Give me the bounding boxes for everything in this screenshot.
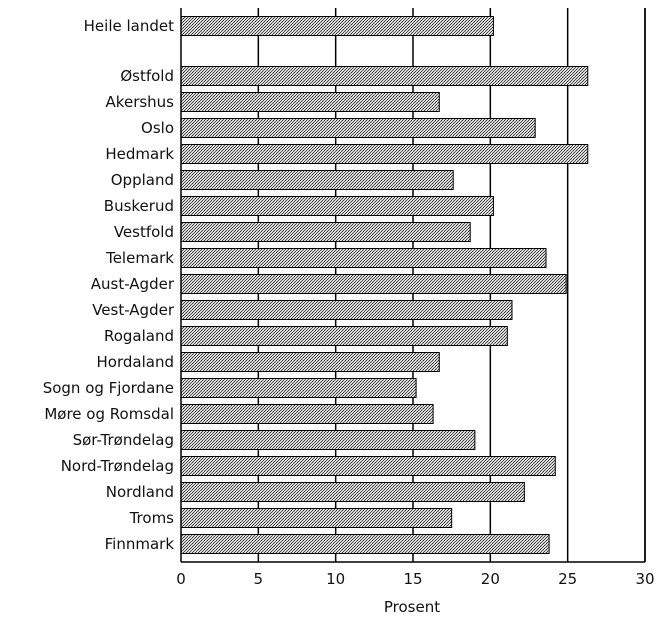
category-label: Rogaland (104, 327, 174, 345)
category-label: Sør-Trøndelag (73, 431, 174, 449)
bar-heile-landet (180, 16, 494, 36)
bars (180, 16, 589, 554)
category-label: Østfold (120, 67, 174, 85)
x-tick-label-15: 15 (403, 570, 422, 588)
category-label: Vest-Agder (92, 301, 175, 319)
bar-møre-og-romsdal (180, 404, 434, 424)
x-tick-label-0: 0 (176, 570, 186, 588)
x-tick-label-10: 10 (326, 570, 345, 588)
x-axis-label: Prosent (384, 598, 440, 616)
bar-sogn-og-fjordane (180, 378, 417, 398)
category-label: Sogn og Fjordane (43, 379, 174, 397)
x-tick-label-20: 20 (481, 570, 500, 588)
bar-østfold (180, 66, 589, 86)
x-tick-label-25: 25 (558, 570, 577, 588)
category-label: Akershus (106, 93, 175, 111)
category-label: Hordaland (97, 353, 174, 371)
bar-oppland (180, 170, 454, 190)
bar-sør-trøndelag (180, 430, 476, 450)
x-tick-label-5: 5 (254, 570, 264, 588)
bar-vest-agder (180, 300, 513, 320)
category-labels: Heile landet Østfold Akershus Oslo Hedmark Op… (43, 17, 175, 553)
x-tick-label-30: 30 (635, 570, 654, 588)
category-label: Aust-Agder (91, 275, 175, 293)
x-tick-labels: 0 5 10 15 20 25 30 (176, 570, 654, 588)
category-label: Nord-Trøndelag (61, 457, 174, 475)
bar-oslo (180, 118, 536, 138)
bar-aust-agder (180, 274, 567, 294)
category-label: Finnmark (105, 535, 175, 553)
bar-nordland (180, 482, 525, 502)
bar-finnmark (180, 534, 550, 554)
bar-buskerud (180, 196, 494, 216)
bar-hordaland (180, 352, 440, 372)
bar-hedmark (180, 144, 589, 164)
bar-vestfold (180, 222, 471, 242)
category-label: Troms (129, 509, 175, 527)
bar-nord-trøndelag (180, 456, 556, 476)
category-label: Oppland (111, 171, 174, 189)
category-label: Hedmark (105, 145, 174, 163)
bar-troms (180, 508, 453, 528)
category-label: Heile landet (84, 17, 174, 35)
plot-frame (180, 8, 646, 563)
bar-akershus (180, 92, 440, 112)
category-label: Vestfold (114, 223, 174, 241)
bar-rogaland (180, 326, 508, 346)
category-label: Møre og Romsdal (44, 405, 174, 423)
category-label: Nordland (106, 483, 174, 501)
category-label: Telemark (105, 249, 174, 267)
category-label: Buskerud (104, 197, 174, 215)
bar-telemark (180, 248, 547, 268)
category-label: Oslo (141, 119, 174, 137)
